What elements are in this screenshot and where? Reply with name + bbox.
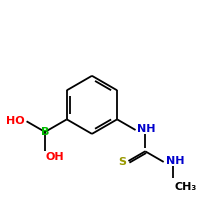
Text: S: S [119, 157, 127, 167]
Text: HO: HO [6, 116, 25, 126]
Text: CH₃: CH₃ [174, 182, 197, 192]
Text: NH: NH [137, 124, 156, 134]
Text: OH: OH [46, 152, 65, 162]
Text: NH: NH [166, 156, 184, 166]
Text: B: B [41, 127, 49, 137]
